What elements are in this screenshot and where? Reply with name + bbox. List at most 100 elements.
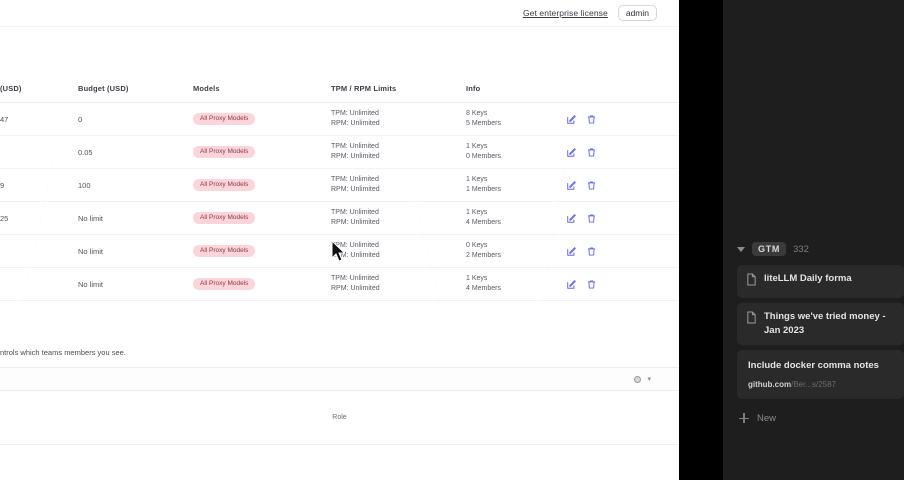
- note-title: Include docker comma notes: [748, 359, 879, 371]
- rpm-value: RPM: Unlimited: [331, 285, 380, 292]
- edit-icon[interactable]: [566, 114, 577, 125]
- list-item[interactable]: liteLLM Daily forma: [737, 265, 904, 298]
- chevron-down-icon[interactable]: ▾: [647, 375, 651, 383]
- rpm-value: RPM: Unlimited: [331, 153, 380, 160]
- teams-table-header-row: (USD) Budget (USD) Models TPM / RPM Limi…: [0, 75, 679, 103]
- rpm-value: RPM: Unlimited: [331, 120, 380, 127]
- note-url[interactable]: github.com/Ber...s/2587: [748, 380, 893, 390]
- members-table-header: Role: [0, 391, 679, 445]
- delete-icon[interactable]: [586, 114, 597, 125]
- note-url-host: github.com: [748, 380, 792, 390]
- table-row[interactable]: 47 0 All Proxy Models TPM: Unlimited RPM…: [0, 103, 679, 136]
- cell-spend: 47: [0, 114, 9, 124]
- cell-budget: No limit: [78, 246, 104, 256]
- cell-limits: TPM: Unlimited RPM: Unlimited: [331, 110, 466, 128]
- column-header-role: Role: [332, 414, 347, 421]
- list-item[interactable]: Things we've tried money - Jan 2023: [737, 303, 904, 345]
- note-title: Things we've tried money - Jan 2023: [764, 311, 886, 336]
- delete-icon[interactable]: [586, 279, 597, 290]
- models-badge: All Proxy Models: [193, 244, 256, 258]
- cell-actions: [566, 246, 679, 257]
- column-header-info: Info: [466, 84, 481, 93]
- edit-icon[interactable]: [566, 213, 577, 224]
- tpm-value: TPM: Unlimited: [331, 241, 379, 249]
- table-row[interactable]: 25 No limit All Proxy Models TPM: Unlimi…: [0, 202, 679, 235]
- tpm-value: TPM: Unlimited: [331, 274, 379, 282]
- top-header-bar: Get enterprise license admin: [0, 0, 679, 27]
- table-row[interactable]: No limit All Proxy Models TPM: Unlimited…: [0, 268, 679, 301]
- cell-info: 1 Keys 4 Members: [466, 275, 566, 293]
- column-header-models: Models: [193, 84, 220, 93]
- chevron-down-icon[interactable]: [737, 246, 745, 252]
- cell-models: All Proxy Models: [193, 178, 331, 192]
- cell-budget: No limit: [78, 279, 104, 289]
- models-badge: All Proxy Models: [193, 178, 256, 192]
- content-spacer: [0, 27, 679, 75]
- cell-models: All Proxy Models: [193, 277, 331, 291]
- cell-models: All Proxy Models: [193, 244, 331, 258]
- cell-models: All Proxy Models: [193, 211, 331, 225]
- document-icon: [746, 311, 757, 329]
- cell-limits: TPM: Unlimited RPM: Unlimited: [331, 209, 466, 227]
- cell-actions: [566, 279, 679, 290]
- keys-count: 1 Keys: [466, 208, 488, 216]
- main-app-pane: Get enterprise license admin (USD) Budge…: [0, 0, 679, 445]
- cell-models: All Proxy Models: [193, 145, 331, 159]
- document-icon: [746, 273, 757, 291]
- members-count: 1 Members: [466, 186, 502, 193]
- models-badge: All Proxy Models: [193, 145, 256, 159]
- rpm-value: RPM: Unlimited: [331, 219, 380, 226]
- table-row[interactable]: 9 100 All Proxy Models TPM: Unlimited RP…: [0, 169, 679, 202]
- models-badge: All Proxy Models: [193, 211, 256, 225]
- edit-icon[interactable]: [566, 279, 577, 290]
- cell-info: 1 Keys 1 Members: [466, 176, 566, 194]
- column-header-limits: TPM / RPM Limits: [331, 84, 397, 93]
- cell-models: All Proxy Models: [193, 112, 331, 126]
- cell-budget: 0: [78, 114, 83, 124]
- notes-group-header[interactable]: GTM 332: [723, 238, 904, 260]
- get-enterprise-license-link[interactable]: Get enterprise license: [522, 8, 608, 18]
- cell-budget: 100: [78, 180, 91, 190]
- rpm-value: RPM: Unlimited: [331, 186, 380, 193]
- tpm-value: TPM: Unlimited: [331, 175, 379, 183]
- delete-icon[interactable]: [586, 180, 597, 191]
- cell-limits: TPM: Unlimited RPM: Unlimited: [331, 176, 466, 194]
- admin-user-button[interactable]: admin: [617, 4, 657, 22]
- note-title: liteLLM Daily forma: [764, 273, 852, 284]
- rpm-value: RPM: Unlimited: [331, 252, 380, 259]
- cell-budget: No limit: [78, 213, 104, 223]
- group-tag-badge[interactable]: GTM: [752, 241, 787, 257]
- group-item-count: 332: [793, 243, 809, 255]
- note-url-path: /Ber...s/2587: [791, 380, 837, 390]
- members-count: 4 Members: [466, 219, 502, 226]
- black-divider-strip: [679, 0, 723, 480]
- tpm-value: TPM: Unlimited: [331, 208, 379, 216]
- cell-limits: TPM: Unlimited RPM: Unlimited: [331, 242, 466, 260]
- edit-icon[interactable]: [566, 147, 577, 158]
- cell-info: 0 Keys 2 Members: [466, 242, 566, 260]
- cell-info: 8 Keys 5 Members: [466, 110, 566, 128]
- teams-table: (USD) Budget (USD) Models TPM / RPM Limi…: [0, 75, 679, 301]
- section-description: ntrols which teams members you see.: [0, 348, 126, 357]
- plus-icon: [739, 413, 749, 424]
- keys-count: 8 Keys: [466, 109, 488, 117]
- table-row[interactable]: No limit All Proxy Models TPM: Unlimited…: [0, 235, 679, 268]
- edit-icon[interactable]: [566, 246, 577, 257]
- keys-count: 0 Keys: [466, 241, 488, 249]
- team-select-bar[interactable]: ▾: [0, 367, 679, 391]
- members-count: 2 Members: [466, 252, 502, 259]
- edit-icon[interactable]: [566, 180, 577, 191]
- list-item[interactable]: Include docker comma notes github.com/Be…: [737, 349, 904, 399]
- delete-icon[interactable]: [586, 246, 597, 257]
- settings-icon[interactable]: [634, 375, 642, 383]
- new-note-button[interactable]: New: [723, 399, 904, 424]
- keys-count: 1 Keys: [466, 175, 488, 183]
- models-badge: All Proxy Models: [193, 277, 256, 291]
- table-row[interactable]: 0.05 All Proxy Models TPM: Unlimited RPM…: [0, 136, 679, 169]
- cell-budget: 0.05: [78, 147, 93, 157]
- delete-icon[interactable]: [586, 213, 597, 224]
- cell-info: 1 Keys 4 Members: [466, 209, 566, 227]
- delete-icon[interactable]: [586, 147, 597, 158]
- cell-actions: [566, 213, 679, 224]
